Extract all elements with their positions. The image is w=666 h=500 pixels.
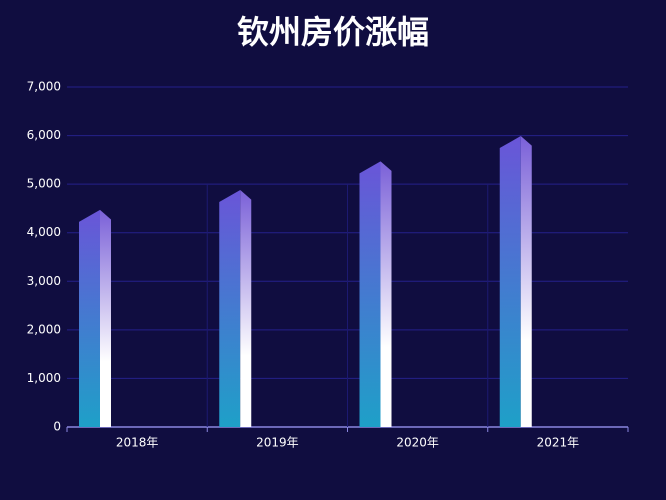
y-tick-label: 3,000 (27, 274, 61, 288)
x-tick-label: 2019年 (256, 436, 299, 450)
bar (499, 136, 521, 428)
x-tick-label: 2021年 (537, 436, 580, 450)
bar-side (380, 161, 392, 428)
y-tick-label: 7,000 (27, 80, 61, 94)
y-tick-label: 5,000 (27, 177, 61, 191)
x-tick-label: 2018年 (116, 436, 159, 450)
bar (219, 189, 241, 427)
x-tick-label: 2020年 (396, 436, 439, 450)
bar (79, 209, 100, 427)
y-tick-label: 2,000 (27, 322, 61, 336)
bar-side (520, 136, 532, 428)
bar-side (240, 189, 252, 427)
y-tick-label: 4,000 (27, 225, 61, 239)
bar (359, 161, 381, 428)
bar-side (100, 209, 111, 427)
y-tick-label: 6,000 (27, 128, 61, 142)
chart-title: 钦州房价涨幅 (237, 13, 429, 51)
y-tick-label: 1,000 (27, 371, 61, 385)
y-tick-label: 0 (53, 420, 61, 434)
